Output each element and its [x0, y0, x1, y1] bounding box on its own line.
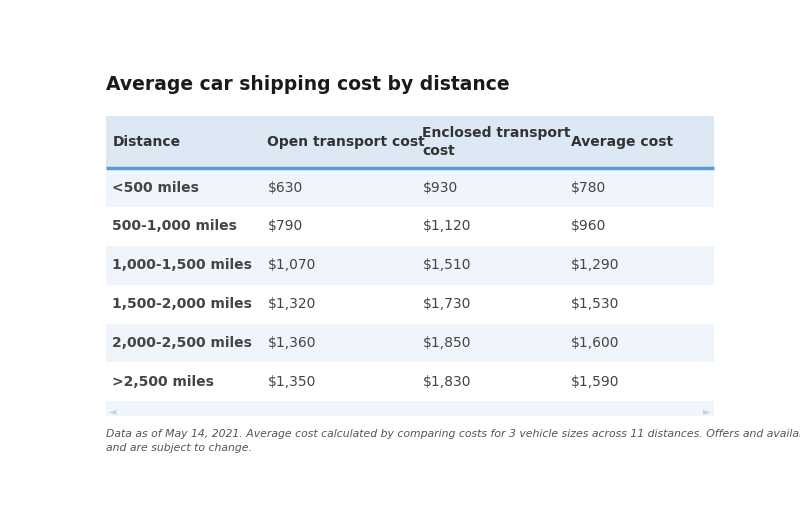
Bar [106, 362, 714, 401]
Bar [106, 324, 714, 362]
Text: $1,360: $1,360 [267, 336, 316, 350]
Bar [106, 116, 714, 407]
Text: Data as of May 14, 2021. Average cost calculated by comparing costs for 3 vehicl: Data as of May 14, 2021. Average cost ca… [106, 429, 800, 453]
Text: $1,510: $1,510 [422, 258, 471, 272]
Text: >2,500 miles: >2,500 miles [112, 375, 214, 389]
Text: 500-1,000 miles: 500-1,000 miles [112, 219, 238, 234]
Text: 1,500-2,000 miles: 1,500-2,000 miles [112, 297, 252, 311]
Text: 2,000-2,500 miles: 2,000-2,500 miles [112, 336, 252, 350]
Text: ◄: ◄ [110, 406, 117, 417]
Text: $630: $630 [267, 181, 302, 195]
Text: Open transport cost: Open transport cost [267, 135, 425, 149]
Text: $960: $960 [571, 219, 606, 234]
Text: <500 miles: <500 miles [112, 181, 199, 195]
Bar [106, 116, 714, 168]
Text: $1,850: $1,850 [422, 336, 471, 350]
Text: $1,290: $1,290 [571, 258, 620, 272]
Text: $1,600: $1,600 [571, 336, 620, 350]
Text: $1,350: $1,350 [267, 375, 316, 389]
Text: $1,830: $1,830 [422, 375, 471, 389]
Text: $1,120: $1,120 [422, 219, 471, 234]
Bar [106, 207, 714, 246]
Text: ►: ► [703, 406, 710, 417]
Text: $780: $780 [571, 181, 606, 195]
Text: Average cost: Average cost [571, 135, 674, 149]
Text: $1,320: $1,320 [267, 297, 316, 311]
Text: $930: $930 [422, 181, 458, 195]
Bar [106, 407, 714, 416]
Bar [106, 246, 714, 285]
Text: 1,000-1,500 miles: 1,000-1,500 miles [112, 258, 252, 272]
Text: $1,070: $1,070 [267, 258, 316, 272]
Text: $790: $790 [267, 219, 302, 234]
Text: Average car shipping cost by distance: Average car shipping cost by distance [106, 75, 510, 93]
Text: $1,530: $1,530 [571, 297, 619, 311]
Bar [106, 168, 714, 207]
Bar [106, 285, 714, 324]
Text: $1,590: $1,590 [571, 375, 620, 389]
Text: Enclosed transport
cost: Enclosed transport cost [422, 126, 571, 157]
Text: $1,730: $1,730 [422, 297, 470, 311]
Text: Distance: Distance [112, 135, 181, 149]
